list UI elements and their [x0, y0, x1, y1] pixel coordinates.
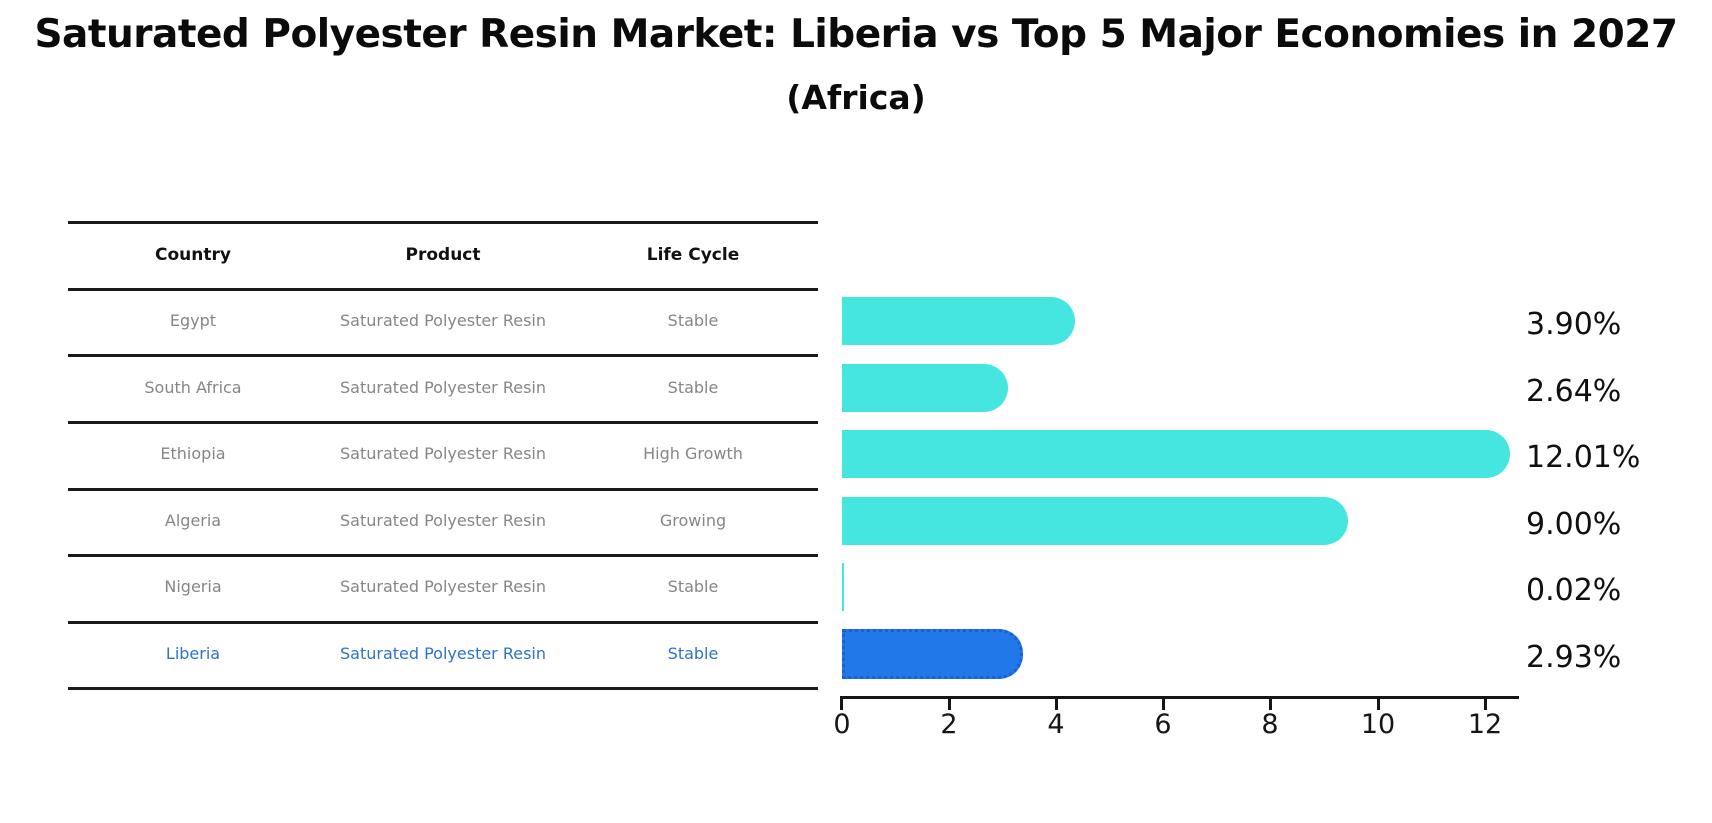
country-cell: Algeria [164, 511, 222, 530]
table-rule [68, 421, 818, 424]
table-rule [68, 354, 818, 357]
x-axis-tick [1055, 699, 1058, 710]
table-row: Egypt Saturated Polyester Resin Stable [68, 309, 818, 333]
x-axis-tick-label: 10 [1360, 709, 1396, 740]
lifecycle-cell: Stable [667, 577, 719, 596]
x-axis-tick-label: 12 [1467, 709, 1503, 740]
product-cell: Saturated Polyester Resin [339, 378, 547, 397]
table-rule [68, 288, 818, 291]
value-label: 9.00% [1526, 507, 1622, 542]
x-axis-tick-label: 4 [1047, 709, 1065, 740]
table-rule [68, 221, 818, 224]
product-cell: Saturated Polyester Resin [339, 311, 547, 330]
x-axis-tick-label: 2 [940, 709, 958, 740]
table-row: Ethiopia Saturated Polyester Resin High … [68, 442, 818, 466]
table-rule [68, 621, 818, 624]
table-row: Nigeria Saturated Polyester Resin Stable [68, 575, 818, 599]
page-title: Saturated Polyester Resin Market: Liberi… [34, 12, 1678, 57]
country-cell: Ethiopia [160, 444, 226, 463]
x-axis-tick-label: 8 [1261, 709, 1279, 740]
table-rule [68, 687, 818, 690]
table-row: South Africa Saturated Polyester Resin S… [68, 376, 818, 400]
x-axis-tick [1269, 699, 1272, 710]
value-label: 0.02% [1526, 573, 1622, 608]
table-header-country: Country [155, 245, 231, 265]
product-cell: Saturated Polyester Resin [339, 644, 547, 663]
page-subtitle: (Africa) [786, 78, 926, 117]
country-cell: Nigeria [164, 577, 222, 596]
product-cell: Saturated Polyester Resin [339, 444, 547, 463]
country-cell: Egypt [169, 311, 217, 330]
bar [842, 297, 1076, 345]
value-label: 2.93% [1526, 640, 1622, 675]
bar [842, 364, 1008, 412]
bar [842, 563, 844, 611]
table-rule [68, 488, 818, 491]
x-axis-tick [1162, 699, 1165, 710]
lifecycle-cell: Stable [667, 378, 719, 397]
country-cell: Liberia [165, 644, 221, 663]
table-rule [68, 554, 818, 557]
value-label: 12.01% [1526, 440, 1641, 475]
bar-highlighted [842, 629, 1024, 679]
x-axis-tick [948, 699, 951, 710]
x-axis-tick-label: 6 [1154, 709, 1172, 740]
table-row-highlighted: Liberia Saturated Polyester Resin Stable [68, 642, 818, 666]
product-cell: Saturated Polyester Resin [339, 577, 547, 596]
x-axis-line [840, 696, 1519, 699]
table-header-lifecycle: Life Cycle [646, 245, 740, 265]
lifecycle-cell: High Growth [643, 444, 743, 463]
x-axis-tick-label: 0 [833, 709, 851, 740]
bar [842, 497, 1349, 545]
product-cell: Saturated Polyester Resin [339, 511, 547, 530]
table-header-row: Country Product Life Cycle [68, 243, 818, 267]
x-axis-tick [1484, 699, 1487, 710]
x-axis-tick [840, 699, 843, 710]
x-axis-tick [1377, 699, 1380, 710]
lifecycle-cell: Stable [667, 311, 719, 330]
table-row: Algeria Saturated Polyester Resin Growin… [68, 509, 818, 533]
value-label: 3.90% [1526, 307, 1622, 342]
bar [842, 430, 1510, 478]
country-cell: South Africa [144, 378, 242, 397]
lifecycle-cell: Stable [667, 644, 719, 663]
lifecycle-cell: Growing [659, 511, 727, 530]
table-header-product: Product [405, 245, 481, 265]
value-label: 2.64% [1526, 374, 1622, 409]
